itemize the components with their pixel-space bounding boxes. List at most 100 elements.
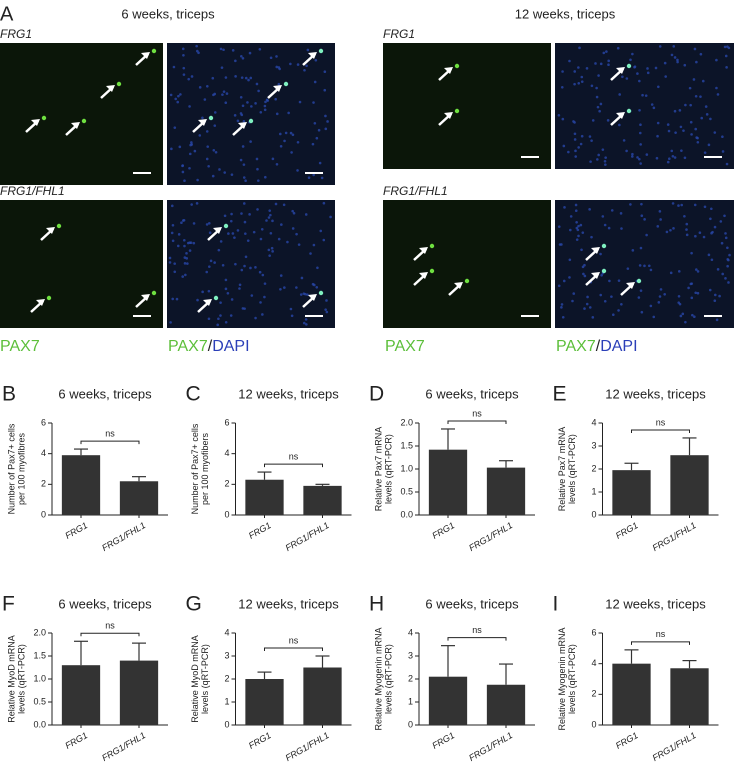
nucleus [192, 222, 196, 225]
nucleus [183, 256, 187, 259]
nucleus [213, 111, 217, 114]
significance-label: ns [289, 635, 299, 645]
y-tick-label: 0.5 [33, 696, 46, 706]
nucleus [271, 219, 274, 223]
nucleus [231, 232, 235, 235]
y-tick-label: 0 [224, 719, 229, 729]
nucleus [206, 145, 210, 148]
nucleus [201, 290, 204, 294]
y-axis-label: per 100 myofibres [16, 432, 26, 505]
nucleus [684, 103, 687, 107]
nucleus [242, 119, 246, 123]
nucleus [173, 126, 177, 129]
nucleus [207, 289, 211, 293]
nucleus [585, 302, 589, 306]
nucleus [724, 232, 727, 235]
nucleus [597, 153, 600, 157]
chart-title: 12 weeks, triceps [238, 596, 339, 611]
nucleus [244, 255, 248, 259]
arrowhead [444, 67, 453, 74]
nucleus [185, 252, 188, 255]
nucleus [666, 160, 670, 164]
nucleus [694, 127, 698, 131]
cell [636, 278, 642, 284]
nucleus [325, 299, 328, 302]
nucleus [622, 139, 626, 142]
nucleus [575, 220, 578, 224]
nucleus [666, 123, 670, 126]
y-tick-label: 0.0 [33, 719, 46, 729]
y-axis-label: levels (qRT-PCR) [567, 434, 577, 504]
y-axis-label: Number of Pax7+ cells [190, 423, 200, 514]
nucleus [664, 75, 667, 78]
y-tick-label: 0.0 [400, 509, 413, 519]
nucleus [255, 157, 259, 161]
nucleus [639, 162, 642, 165]
nucleus [618, 123, 621, 127]
nucleus [183, 244, 186, 248]
nucleus [291, 209, 294, 213]
nucleus [279, 144, 283, 148]
nucleus [580, 248, 583, 252]
nucleus [650, 103, 654, 106]
stain-dapi: DAPI [600, 338, 637, 355]
nucleus [222, 90, 226, 93]
nucleus [306, 293, 309, 296]
nucleus [205, 223, 209, 226]
micrograph [383, 43, 551, 169]
nucleus [326, 120, 329, 123]
stain-pax7: PAX7 [168, 338, 208, 355]
nucleus [319, 229, 323, 233]
nucleus [292, 211, 296, 215]
nucleus [708, 288, 712, 292]
nucleus [694, 234, 697, 238]
nucleus [727, 281, 730, 284]
cell [81, 118, 87, 124]
nucleus [242, 163, 246, 166]
nucleus [693, 203, 697, 207]
micrographs [0, 43, 734, 328]
micrograph [555, 43, 734, 169]
cell [318, 290, 324, 296]
nucleus [652, 315, 656, 319]
nucleus [311, 282, 315, 286]
nucleus [271, 157, 275, 161]
bar [428, 449, 468, 515]
nucleus [242, 202, 246, 205]
nucleus [195, 202, 199, 205]
nucleus [645, 233, 648, 237]
cell [283, 81, 289, 87]
nucleus [283, 286, 286, 289]
bar [486, 467, 526, 515]
nucleus [219, 240, 223, 243]
panel-letter: A [0, 3, 14, 25]
nucleus [277, 237, 281, 241]
nucleus [681, 312, 685, 316]
nucleus [715, 58, 718, 62]
nucleus [631, 249, 635, 252]
x-tick-label: FRG1/FHL1 [100, 520, 147, 553]
chart-title: 6 weeks, triceps [425, 386, 519, 401]
significance-bracket [631, 429, 690, 433]
nucleus [647, 264, 651, 268]
panel-letter: E [553, 383, 567, 406]
nucleus [696, 140, 700, 144]
nucleus [568, 59, 571, 63]
x-tick-label: FRG1 [430, 730, 456, 751]
nucleus [639, 246, 643, 250]
nucleus [203, 98, 207, 101]
nucleus [573, 138, 577, 141]
arrowhead [141, 52, 150, 59]
nucleus [206, 84, 209, 88]
significance-bracket [264, 647, 323, 651]
nucleus [213, 261, 216, 264]
nucleus [560, 303, 564, 306]
arrowhead [213, 227, 222, 234]
nucleus [170, 147, 173, 151]
nucleus [641, 93, 644, 97]
nucleus [580, 134, 584, 138]
nucleus [207, 317, 211, 321]
nucleus [631, 52, 634, 56]
nucleus [311, 142, 315, 146]
nucleus [275, 112, 279, 116]
